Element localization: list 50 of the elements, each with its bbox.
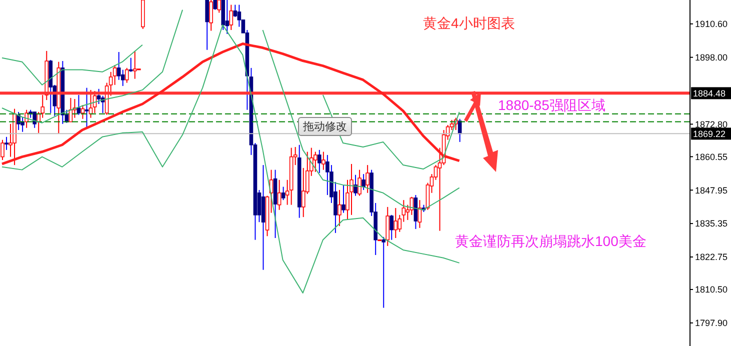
candlestick bbox=[318, 149, 322, 174]
candlestick bbox=[342, 184, 346, 214]
candlestick bbox=[116, 52, 121, 80]
candlestick bbox=[128, 57, 133, 72]
text: 黄金4小时图表 bbox=[423, 15, 515, 33]
candlestick bbox=[350, 163, 354, 216]
candlestick bbox=[281, 186, 286, 201]
y-tick-label: 1797.90 bbox=[695, 318, 728, 328]
candlestick bbox=[358, 169, 362, 196]
y-tick-label: 1810.50 bbox=[695, 284, 728, 295]
candlestick bbox=[96, 88, 101, 105]
candlestick bbox=[394, 208, 398, 239]
candlestick bbox=[16, 111, 20, 131]
candlestick bbox=[386, 206, 390, 246]
line-series bbox=[2, 44, 143, 86]
ref-line-label: 1869.22 bbox=[693, 129, 726, 140]
candlestick bbox=[390, 214, 394, 240]
annotation: 黄金谨防再次崩塌跳水100美金 bbox=[455, 233, 646, 251]
candlestick bbox=[362, 174, 366, 190]
candlestick bbox=[213, 0, 218, 10]
candlestick bbox=[229, 4, 234, 30]
candlestick bbox=[338, 189, 342, 227]
candlestick bbox=[322, 151, 326, 170]
y-tick-label: 1822.75 bbox=[695, 252, 728, 262]
candlestick bbox=[84, 87, 89, 128]
candlestick bbox=[205, 0, 209, 50]
y-tick-label: 1910.60 bbox=[695, 19, 728, 30]
candlestick bbox=[76, 94, 81, 116]
candlestick bbox=[366, 164, 370, 194]
candlestick bbox=[314, 151, 318, 172]
y-tick-label: 1835.35 bbox=[695, 218, 728, 229]
line-series bbox=[262, 29, 460, 210]
candlestick bbox=[382, 236, 386, 308]
candlestick bbox=[354, 174, 358, 196]
candlestick bbox=[80, 104, 85, 120]
line-series bbox=[2, 9, 184, 124]
ref-line-label: 1884.48 bbox=[693, 88, 726, 99]
y-tick-label: 1847.95 bbox=[695, 185, 728, 196]
candlestick bbox=[4, 136, 8, 150]
candlestick bbox=[124, 67, 129, 84]
y-tick-label: 1872.80 bbox=[695, 119, 728, 130]
candlestick bbox=[277, 179, 282, 210]
annotation: 1880-85强阻区域 bbox=[498, 97, 606, 115]
candlestick bbox=[132, 50, 137, 80]
candlestick bbox=[225, 0, 230, 34]
y-tick-label: 1898.00 bbox=[695, 52, 728, 63]
line-series bbox=[0, 42, 461, 166]
y-tick-label: 1860.55 bbox=[695, 152, 728, 162]
candlestick bbox=[32, 111, 36, 128]
annotation: 拖动修改 bbox=[298, 117, 352, 136]
